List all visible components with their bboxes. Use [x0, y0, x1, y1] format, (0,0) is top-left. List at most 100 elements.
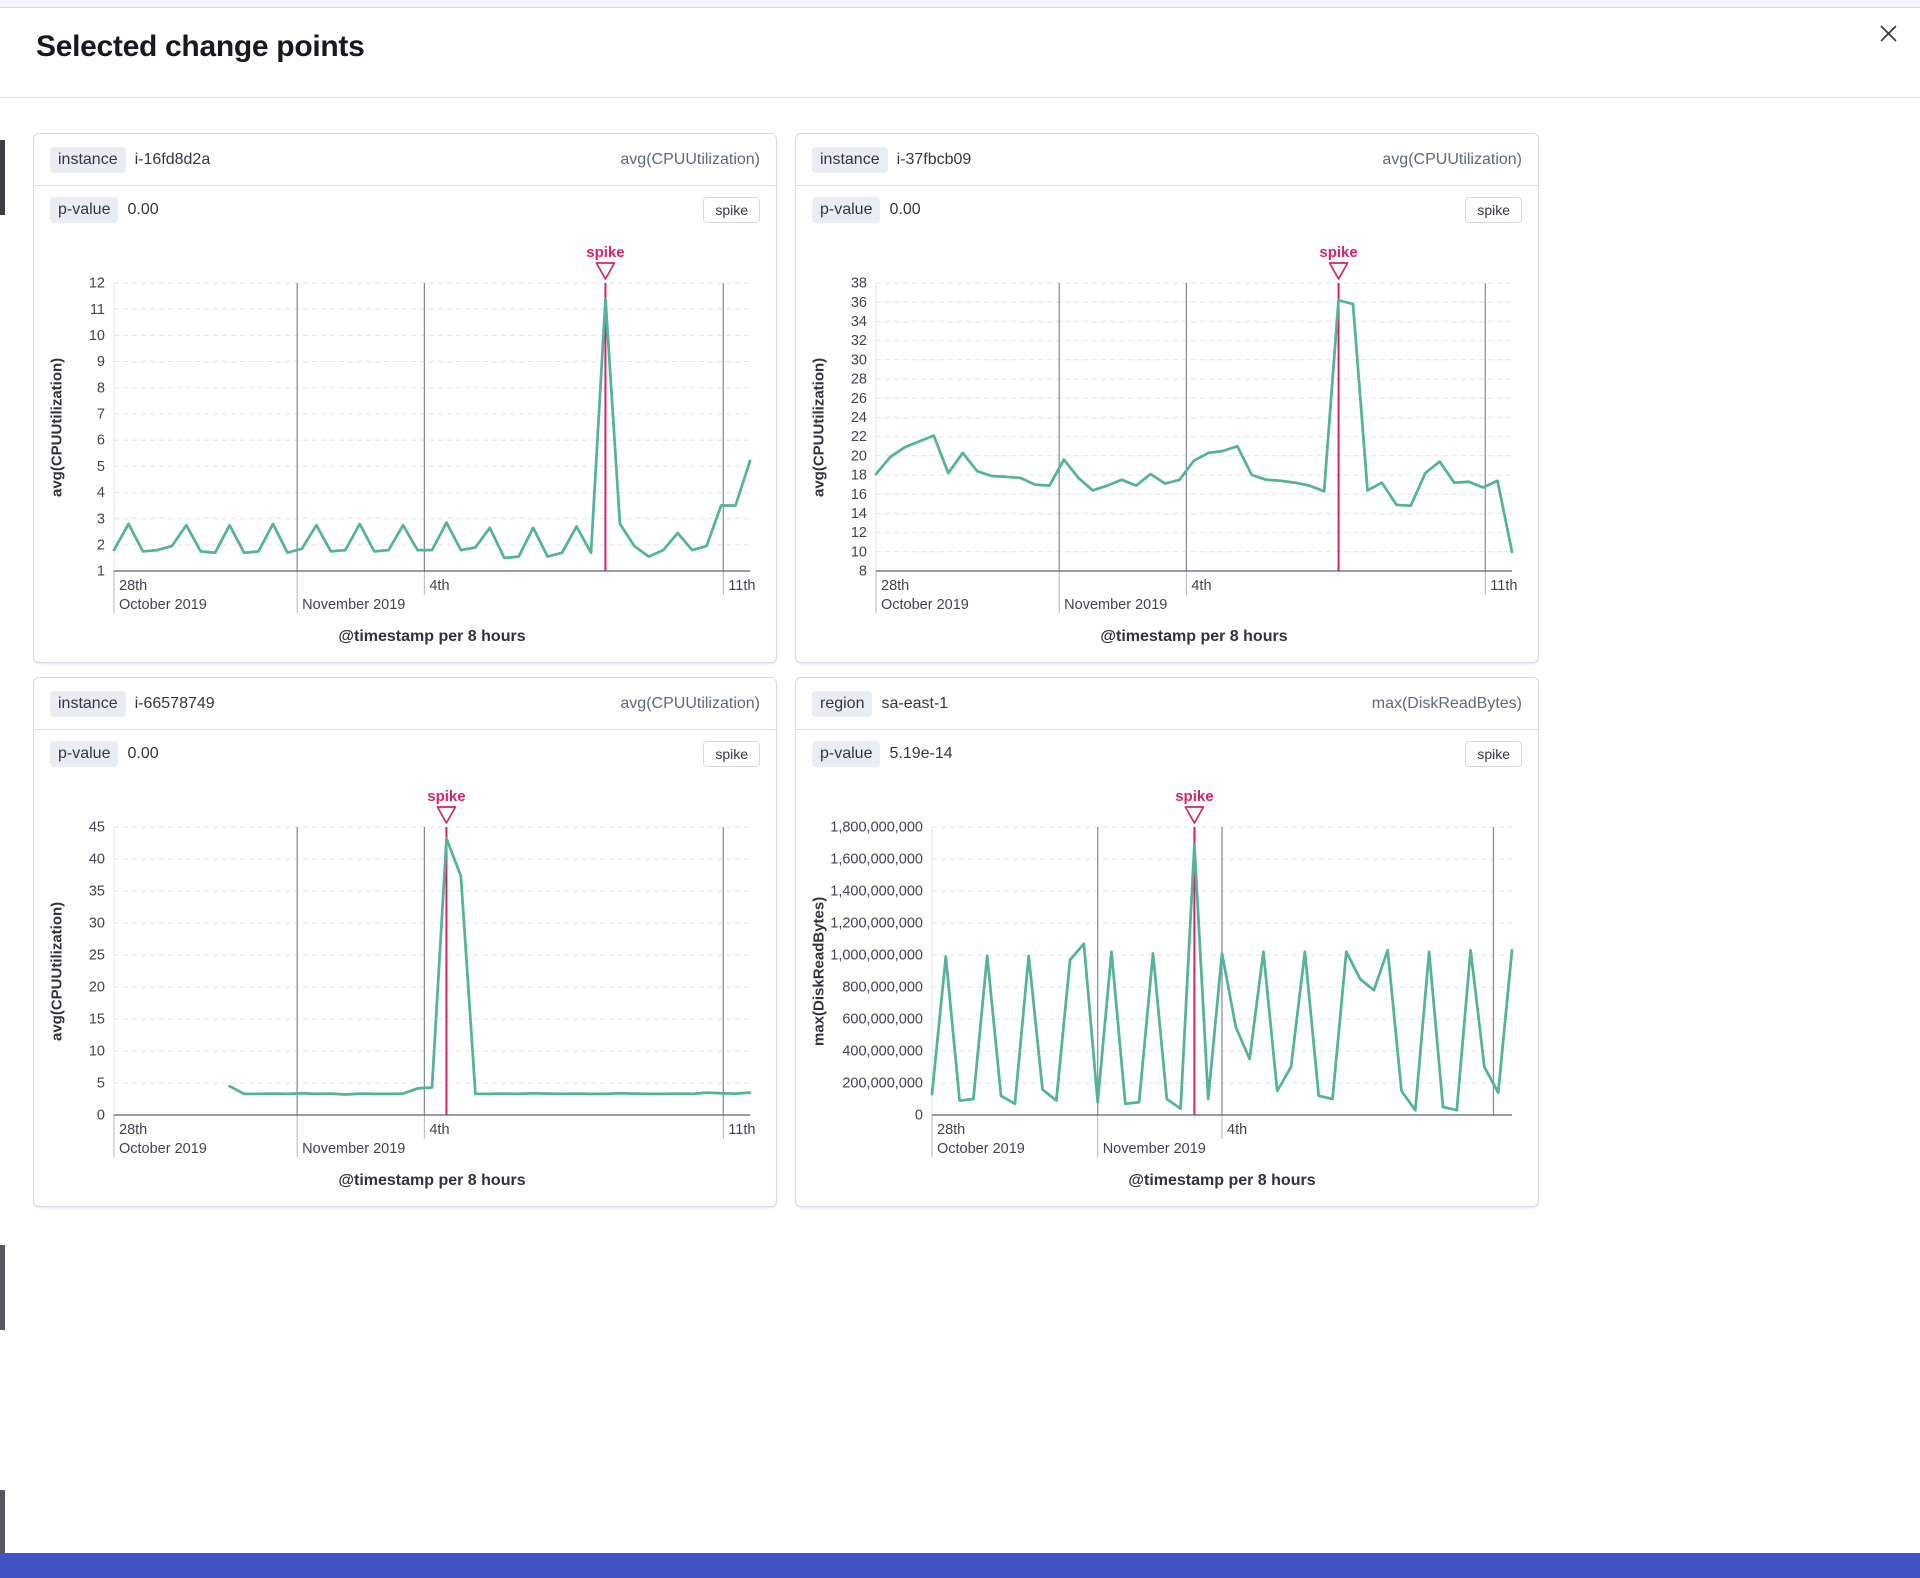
y-tick-label: 38	[851, 276, 867, 292]
y-tick-label: 6	[97, 433, 105, 449]
x-tick-label: November 2019	[1103, 1141, 1206, 1157]
chart-canvas[interactable]: 0 200,000,000 400,000,000 600,000,000 800,00…	[812, 775, 1524, 1167]
y-tick-label: 28	[851, 372, 867, 388]
chart-area: avg(CPUUtilization) 1 2 3 4 5 6 7 8 9 10 11 12 28th O…	[34, 229, 776, 646]
y-tick-label: 20	[851, 448, 867, 464]
y-tick-label: 11	[90, 302, 105, 318]
field-value: i-66578749	[134, 695, 215, 712]
panel-subheader: p-value 5.19e-14 spike	[796, 730, 1538, 773]
y-tick-label: 1,200,000,000	[830, 916, 923, 932]
y-tick-label: 12	[89, 276, 105, 292]
p-value-badge: p-value	[50, 741, 119, 767]
y-tick-label: 8	[859, 564, 867, 580]
metric-label: avg(CPUUtilization)	[620, 695, 760, 712]
spike-annotation-label: spike	[1319, 244, 1357, 261]
y-tick-label: 40	[89, 852, 105, 868]
x-tick-label: 4th	[429, 1122, 449, 1138]
panel-header: instance i-37fbcb09 avg(CPUUtilization)	[796, 134, 1538, 186]
spike-marker-icon	[436, 806, 457, 824]
x-axis-title: @timestamp per 8 hours	[338, 1172, 526, 1189]
field-label-badge: region	[812, 691, 873, 717]
p-value: 0.00	[889, 201, 921, 218]
x-tick-label: November 2019	[1064, 597, 1167, 613]
y-tick-label: 1,000,000,000	[830, 948, 923, 964]
series-line	[874, 298, 1514, 554]
chart-canvas[interactable]: 0 5 10 15 20 25 30 35 40 45 28th October 2019 Novemb…	[50, 775, 762, 1167]
y-tick-label: 0	[915, 1108, 923, 1124]
page-left-edge	[0, 1245, 5, 1330]
y-tick-label: 5	[97, 1076, 105, 1092]
y-tick-label: 45	[89, 820, 105, 836]
x-tick-label: 28th	[881, 578, 909, 594]
y-tick-label: 22	[851, 429, 867, 445]
series-line	[930, 843, 1514, 1112]
spike-annotation-label: spike	[1175, 788, 1213, 805]
change-point-panel: instance i-16fd8d2a avg(CPUUtilization) …	[33, 133, 777, 663]
y-tick-label: 34	[851, 314, 867, 330]
chart-area: avg(CPUUtilization) 0 5 10 15 20 25 30 35 40 45 28…	[34, 773, 776, 1190]
y-tick-label: 20	[89, 980, 105, 996]
page-top-edge	[0, 0, 1920, 8]
x-tick-label: 11th	[1490, 578, 1517, 594]
y-tick-label: 7	[97, 407, 105, 423]
y-tick-label: 200,000,000	[842, 1076, 923, 1092]
chart-canvas[interactable]: 8 10 12 14 16 18 20 22 24 26 28 30 32 34 36 38 28th Octob…	[812, 231, 1524, 623]
y-tick-label: 25	[89, 948, 105, 964]
p-value-badge: p-value	[812, 197, 881, 223]
spike-marker-icon	[1184, 806, 1205, 824]
change-type-badge: spike	[703, 741, 760, 767]
y-tick-label: 14	[851, 506, 867, 522]
y-tick-label: 30	[851, 352, 867, 368]
field-value: sa-east-1	[881, 695, 949, 712]
panels-grid: instance i-16fd8d2a avg(CPUUtilization) …	[33, 133, 1539, 1207]
x-tick-label: October 2019	[881, 597, 969, 613]
y-axis-title: avg(CPUUtilization)	[48, 357, 66, 497]
field-label-badge: instance	[812, 147, 888, 173]
spike-marker-icon	[1328, 262, 1349, 280]
y-tick-label: 18	[851, 468, 867, 484]
y-tick-label: 800,000,000	[842, 980, 923, 996]
y-tick-label: 24	[851, 410, 867, 426]
panel-subheader: p-value 0.00 spike	[34, 730, 776, 773]
y-axis-title: avg(CPUUtilization)	[810, 357, 828, 497]
y-tick-label: 9	[97, 354, 105, 370]
y-tick-label: 400,000,000	[842, 1044, 923, 1060]
x-tick-label: November 2019	[302, 1141, 405, 1157]
x-axis-title: @timestamp per 8 hours	[1100, 628, 1288, 645]
y-tick-label: 600,000,000	[842, 1012, 923, 1028]
x-tick-label: 11th	[728, 1122, 755, 1138]
y-tick-label: 1,800,000,000	[830, 820, 923, 836]
change-point-panel: instance i-37fbcb09 avg(CPUUtilization) …	[795, 133, 1539, 663]
y-tick-label: 10	[89, 1044, 105, 1060]
chart-area: avg(CPUUtilization) 8 10 12 14 16 18 20 22 24 26 2…	[796, 229, 1538, 646]
field-label-badge: instance	[50, 147, 126, 173]
page-bottom-edge	[0, 1553, 1920, 1578]
field-value: i-16fd8d2a	[134, 151, 211, 168]
change-point-panel: instance i-66578749 avg(CPUUtilization) …	[33, 677, 777, 1207]
y-tick-label: 1,400,000,000	[830, 884, 923, 900]
field-label-badge: instance	[50, 691, 126, 717]
change-type-badge: spike	[703, 197, 760, 223]
p-value-badge: p-value	[812, 741, 881, 767]
y-tick-label: 12	[851, 525, 867, 541]
close-button[interactable]	[1872, 17, 1904, 49]
y-tick-label: 1,600,000,000	[830, 852, 923, 868]
y-tick-label: 30	[89, 916, 105, 932]
y-tick-label: 10	[89, 328, 105, 344]
y-axis-title: max(DiskReadBytes)	[810, 896, 828, 1046]
page-title: Selected change points	[36, 30, 365, 63]
y-tick-label: 2	[97, 537, 105, 553]
panel-header: instance i-16fd8d2a avg(CPUUtilization)	[34, 134, 776, 186]
p-value-badge: p-value	[50, 197, 119, 223]
y-axis-title: avg(CPUUtilization)	[48, 901, 66, 1041]
page-left-edge	[0, 140, 5, 215]
x-tick-label: November 2019	[302, 597, 405, 613]
x-tick-label: 28th	[119, 578, 147, 594]
p-value: 0.00	[127, 201, 159, 218]
y-tick-label: 1	[97, 564, 105, 580]
y-tick-label: 4	[97, 485, 105, 501]
y-tick-label: 0	[97, 1108, 105, 1124]
x-tick-label: 11th	[728, 578, 755, 594]
close-icon	[1879, 24, 1898, 43]
